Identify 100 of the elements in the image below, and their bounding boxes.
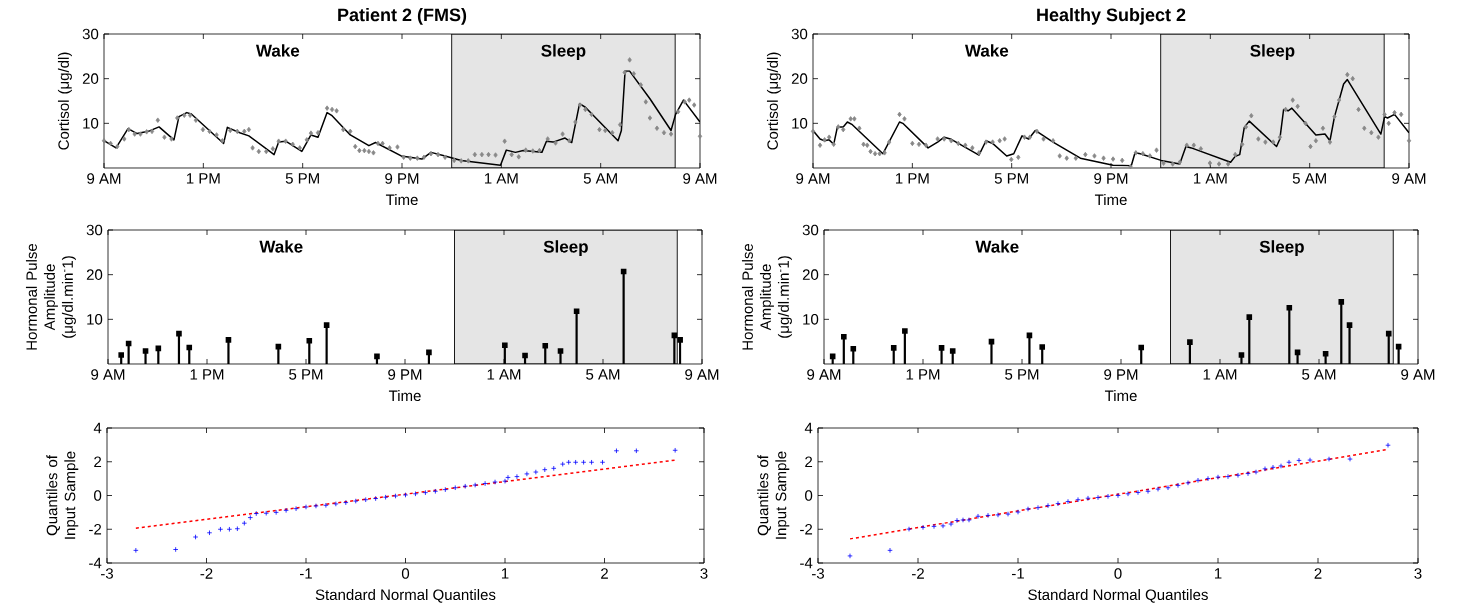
point <box>565 459 572 465</box>
point <box>241 520 248 526</box>
x-tick-label: 9 AM <box>87 173 121 184</box>
x-tick-label: 9 PM <box>385 173 419 184</box>
point <box>412 491 419 497</box>
point <box>206 530 213 536</box>
point <box>1307 457 1313 463</box>
y-axis-title: Quantiles of Input Sample <box>757 451 790 539</box>
x-axis-title: Time <box>385 194 418 206</box>
point <box>588 459 595 465</box>
point <box>1225 473 1231 480</box>
x-axis-title: Standard Normal Quantiles <box>1028 589 1208 603</box>
point <box>462 483 468 489</box>
band-label: Sleep <box>543 240 588 257</box>
point <box>1155 486 1161 492</box>
y-tick-label: 20 <box>791 73 808 84</box>
x-tick-label: 1 AM <box>484 173 518 184</box>
x-tick-label: -2 <box>912 568 924 579</box>
point <box>133 547 139 554</box>
point <box>1055 500 1061 507</box>
y-tick-label: 0 <box>805 490 813 501</box>
point <box>1045 502 1051 509</box>
point <box>1015 509 1021 515</box>
point <box>217 526 224 532</box>
point <box>333 501 339 507</box>
point <box>253 510 259 517</box>
point <box>442 486 448 493</box>
point <box>975 513 981 519</box>
point <box>1253 469 1259 475</box>
point <box>542 466 548 473</box>
x-tick-label: 9 AM <box>683 173 717 184</box>
point <box>492 479 498 485</box>
y-tick-label: 4 <box>93 422 102 434</box>
point <box>1005 511 1011 517</box>
point <box>672 447 678 453</box>
point <box>931 523 937 530</box>
point <box>343 499 349 506</box>
point <box>452 485 458 491</box>
x-tick-label: 3 <box>700 568 708 579</box>
point <box>1215 474 1221 480</box>
x-tick-label: -3 <box>812 568 825 579</box>
x-tick-label: 9 PM <box>1094 173 1128 184</box>
y-tick-label: 30 <box>791 28 808 40</box>
x-tick-label: 2 <box>1314 568 1322 579</box>
point <box>313 503 319 509</box>
x-tick-label: 5 PM <box>285 173 319 184</box>
x-tick-label: 1 PM <box>186 173 220 184</box>
point <box>985 512 991 519</box>
x-tick-label: 5 PM <box>289 369 323 380</box>
x-tick-label: 9 AM <box>796 173 830 184</box>
y-tick-label: 2 <box>805 456 813 467</box>
y-axis-title: Hormonal Pulse Amplitude (μg/dl.min$^{-}$1) <box>25 243 76 350</box>
y-tick-label: 20 <box>802 269 819 280</box>
x-tick-label: 9 AM <box>685 369 719 380</box>
point <box>1245 470 1251 477</box>
point <box>1262 466 1268 472</box>
point <box>847 553 853 559</box>
point <box>613 448 620 454</box>
y-tick-label: 10 <box>792 118 808 129</box>
point <box>599 459 606 465</box>
point <box>372 495 379 502</box>
point <box>524 471 530 477</box>
y-axis-title: Hormonal Pulse Amplitude (μg/dl.min$^{-}$1) <box>741 243 792 350</box>
y-tick-label: 10 <box>87 314 103 325</box>
point <box>1205 475 1211 482</box>
point <box>234 526 241 532</box>
x-tick-label: -1 <box>1012 568 1024 579</box>
x-tick-label: 2 <box>601 568 608 579</box>
x-tick-label: 1 <box>501 568 509 579</box>
annotation: Wake <box>975 240 1019 253</box>
point <box>283 507 289 514</box>
point <box>1105 493 1111 500</box>
point <box>382 494 389 500</box>
point <box>1278 463 1284 469</box>
point <box>1135 489 1141 496</box>
y-tick-label: -4 <box>800 557 813 569</box>
point <box>940 523 946 529</box>
y-tick-label: 30 <box>86 224 103 236</box>
y-axis-title: Quantiles of Input Sample <box>46 451 79 539</box>
x-axis-title: Time <box>1104 390 1137 402</box>
x-tick-label: 5 AM <box>583 173 617 184</box>
point <box>1195 477 1201 484</box>
point <box>263 510 269 516</box>
x-tick-label: 9 AM <box>807 369 841 380</box>
x-tick-label: -2 <box>200 568 213 579</box>
point <box>906 526 912 532</box>
point <box>1235 472 1241 478</box>
point <box>303 504 309 510</box>
y-tick-label: 2 <box>94 456 102 467</box>
point <box>948 521 954 527</box>
band-label: Sleep <box>1250 44 1295 61</box>
x-tick-label: 0 <box>1114 568 1122 579</box>
point <box>966 517 972 523</box>
y-tick-label: 20 <box>86 269 103 280</box>
point <box>226 526 233 532</box>
x-axis-title: Standard Normal Quantiles <box>315 589 496 603</box>
x-tick-label: 9 AM <box>1392 173 1426 184</box>
y-tick-label: 4 <box>804 422 813 434</box>
x-tick-label: 1 PM <box>906 369 940 380</box>
point <box>1025 506 1031 512</box>
